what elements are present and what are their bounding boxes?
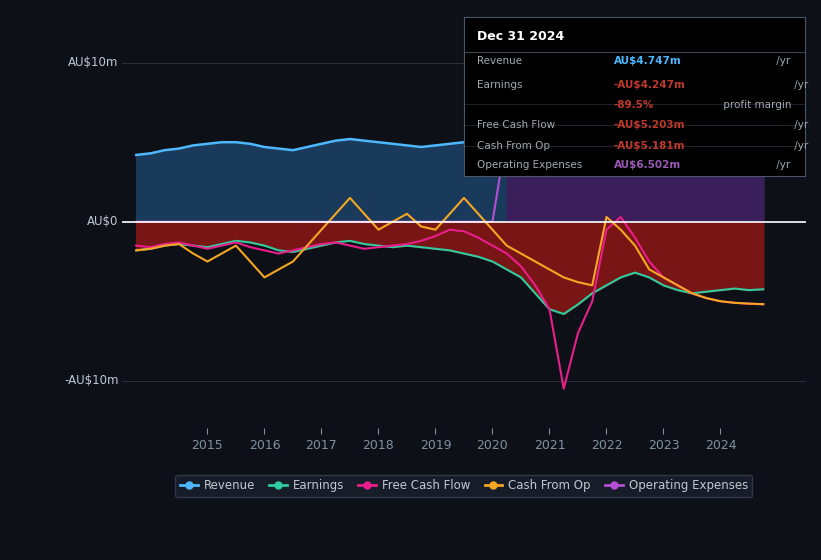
Text: -AU$5.203m: -AU$5.203m bbox=[614, 120, 686, 130]
Text: Free Cash Flow: Free Cash Flow bbox=[478, 120, 556, 130]
Text: Revenue: Revenue bbox=[478, 57, 523, 67]
Text: -AU$5.181m: -AU$5.181m bbox=[614, 141, 686, 151]
Text: /yr: /yr bbox=[773, 160, 791, 170]
Text: /yr: /yr bbox=[791, 141, 808, 151]
Text: Cash From Op: Cash From Op bbox=[478, 141, 551, 151]
Text: /yr: /yr bbox=[773, 57, 791, 67]
Text: AU$4.747m: AU$4.747m bbox=[614, 57, 681, 67]
Text: -AU$4.247m: -AU$4.247m bbox=[614, 81, 686, 90]
Text: Operating Expenses: Operating Expenses bbox=[478, 160, 583, 170]
Legend: Revenue, Earnings, Free Cash Flow, Cash From Op, Operating Expenses: Revenue, Earnings, Free Cash Flow, Cash … bbox=[176, 474, 753, 497]
Text: /yr: /yr bbox=[791, 81, 808, 90]
Text: AU$10m: AU$10m bbox=[68, 56, 118, 69]
Text: AU$0: AU$0 bbox=[87, 215, 118, 228]
Text: /yr: /yr bbox=[791, 120, 808, 130]
Text: Dec 31 2024: Dec 31 2024 bbox=[478, 30, 565, 43]
Text: -AU$10m: -AU$10m bbox=[64, 374, 118, 388]
Text: -89.5%: -89.5% bbox=[614, 100, 654, 110]
Text: Earnings: Earnings bbox=[478, 81, 523, 90]
Text: AU$6.502m: AU$6.502m bbox=[614, 160, 681, 170]
Text: profit margin: profit margin bbox=[720, 100, 791, 110]
